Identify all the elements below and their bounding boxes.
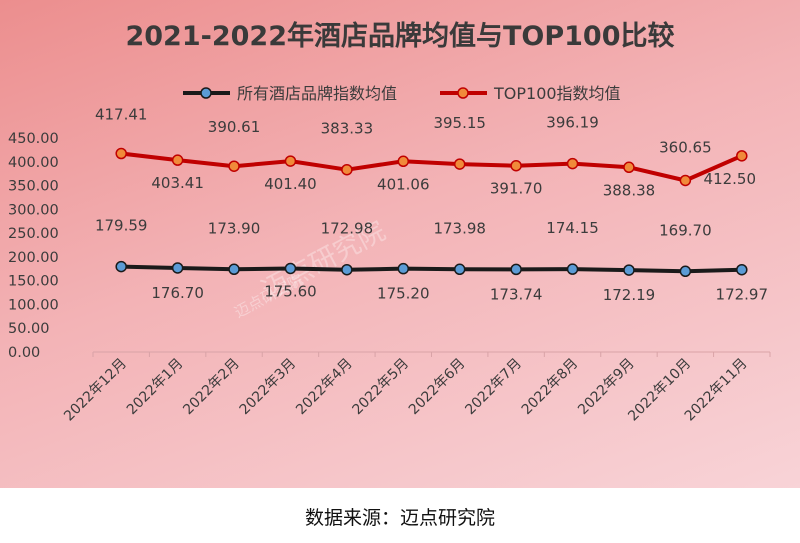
top100-data-label: 391.70 bbox=[490, 180, 543, 198]
all-brands-marker bbox=[566, 263, 579, 275]
all-brands-marker bbox=[171, 262, 184, 274]
legend-marker-all-brands bbox=[200, 87, 212, 99]
all-brands-data-label: 173.90 bbox=[208, 219, 261, 237]
legend-label-top100: TOP100指数均值 bbox=[493, 84, 621, 103]
legend: 所有酒店品牌指数均值 TOP100指数均值 bbox=[183, 84, 621, 103]
x-tick-label: 2022年12月 bbox=[61, 356, 130, 425]
all-brands-marker bbox=[228, 263, 240, 276]
top100-marker bbox=[453, 158, 466, 170]
y-tick-label: 300.00 bbox=[8, 202, 59, 218]
y-tick-label: 400.00 bbox=[8, 155, 59, 171]
top100-marker bbox=[171, 154, 184, 166]
top100-data-label: 403.41 bbox=[151, 174, 204, 192]
x-tick-label: 2022年3月 bbox=[237, 356, 300, 419]
top100-marker bbox=[228, 160, 240, 172]
all-brands-marker bbox=[284, 262, 297, 275]
top100-marker bbox=[510, 159, 522, 172]
all-brands-data-label: 172.19 bbox=[603, 286, 656, 304]
top100-data-label: 383.33 bbox=[321, 120, 374, 138]
x-tick-label: 2022年7月 bbox=[462, 356, 525, 419]
x-axis: 2022年12月2022年1月2022年2月2022年3月2022年4月2022… bbox=[61, 351, 771, 425]
all-brands-data-label: 173.98 bbox=[433, 219, 486, 237]
top100-data-label: 417.41 bbox=[95, 105, 148, 123]
top100-line bbox=[120, 151, 743, 183]
chart-title: 2021-2022年酒店品牌均值与TOP100比较 bbox=[125, 20, 674, 52]
x-tick-label: 2022年6月 bbox=[406, 356, 469, 419]
all-brands-marker bbox=[623, 264, 635, 276]
series-layer bbox=[115, 147, 748, 278]
x-tick-label: 2022年1月 bbox=[124, 356, 187, 419]
x-tick-label: 2022年2月 bbox=[180, 356, 243, 419]
y-tick-label: 450.00 bbox=[8, 131, 59, 147]
all-brands-marker bbox=[397, 262, 410, 275]
y-tick-label: 50.00 bbox=[8, 321, 50, 337]
chart-panel: 2021-2022年酒店品牌均值与TOP100比较 迈点研究院 迈点研究院 所有… bbox=[0, 0, 800, 488]
all-brands-data-label: 172.97 bbox=[716, 286, 769, 304]
y-tick-label: 350.00 bbox=[8, 179, 59, 195]
top100-marker bbox=[566, 157, 579, 170]
all-brands-line bbox=[121, 264, 742, 274]
all-brands-data-label: 172.98 bbox=[321, 220, 374, 238]
all-brands-data-label: 169.70 bbox=[659, 221, 712, 239]
all-brands-marker bbox=[510, 263, 522, 276]
all-brands-data-label: 173.74 bbox=[490, 285, 543, 303]
all-brands-marker bbox=[341, 263, 353, 276]
all-brands-marker bbox=[453, 263, 466, 276]
top100-marker bbox=[397, 155, 410, 168]
top100-data-label: 401.40 bbox=[264, 175, 317, 193]
all-brands-data-label: 176.70 bbox=[151, 284, 204, 302]
top100-data-label: 388.38 bbox=[603, 181, 656, 199]
y-tick-label: 200.00 bbox=[8, 250, 59, 266]
top100-data-label: 396.19 bbox=[546, 114, 599, 132]
all-brands-data-label: 174.15 bbox=[546, 219, 599, 237]
y-tick-label: 100.00 bbox=[8, 297, 59, 313]
all-brands-data-label: 175.60 bbox=[264, 282, 317, 300]
y-tick-label: 250.00 bbox=[8, 226, 59, 242]
top100-marker bbox=[679, 174, 692, 187]
top100-marker bbox=[341, 163, 353, 176]
y-tick-label: 150.00 bbox=[8, 274, 59, 290]
data-label-layer: 179.59 176.70 173.90 175.60 172.98 175.20 173.… bbox=[95, 105, 768, 304]
all-brands-data-label: 175.20 bbox=[377, 285, 430, 303]
top100-marker bbox=[284, 155, 297, 167]
x-tick-label: 2022年5月 bbox=[350, 356, 413, 419]
chart-svg: 2021-2022年酒店品牌均值与TOP100比较 迈点研究院 迈点研究院 所有… bbox=[8, 20, 771, 425]
x-tick-label: 2022年8月 bbox=[519, 356, 582, 419]
legend-marker-top100 bbox=[457, 87, 469, 99]
top100-data-label: 390.61 bbox=[208, 118, 261, 136]
all-brands-marker bbox=[736, 263, 748, 276]
legend-label-all-brands: 所有酒店品牌指数均值 bbox=[237, 84, 397, 103]
all-brands-data-label: 179.59 bbox=[95, 217, 148, 235]
top100-marker bbox=[736, 150, 748, 162]
top100-data-label: 395.15 bbox=[433, 114, 486, 132]
top100-data-label: 360.65 bbox=[659, 138, 712, 156]
all-brands-marker bbox=[679, 265, 692, 278]
top100-data-label: 401.06 bbox=[377, 175, 430, 193]
y-tick-label: 0.00 bbox=[8, 345, 40, 361]
source-note: 数据来源：迈点研究院 bbox=[304, 507, 495, 529]
y-axis: 0.00 50.00 100.00 150.00 200.00 250.00 300.00 3… bbox=[8, 131, 59, 361]
top100-data-label: 412.50 bbox=[704, 170, 757, 188]
top100-marker bbox=[623, 161, 635, 174]
x-tick-label: 2022年4月 bbox=[293, 356, 356, 419]
top100-marker bbox=[115, 147, 127, 160]
all-brands-marker bbox=[115, 260, 127, 273]
